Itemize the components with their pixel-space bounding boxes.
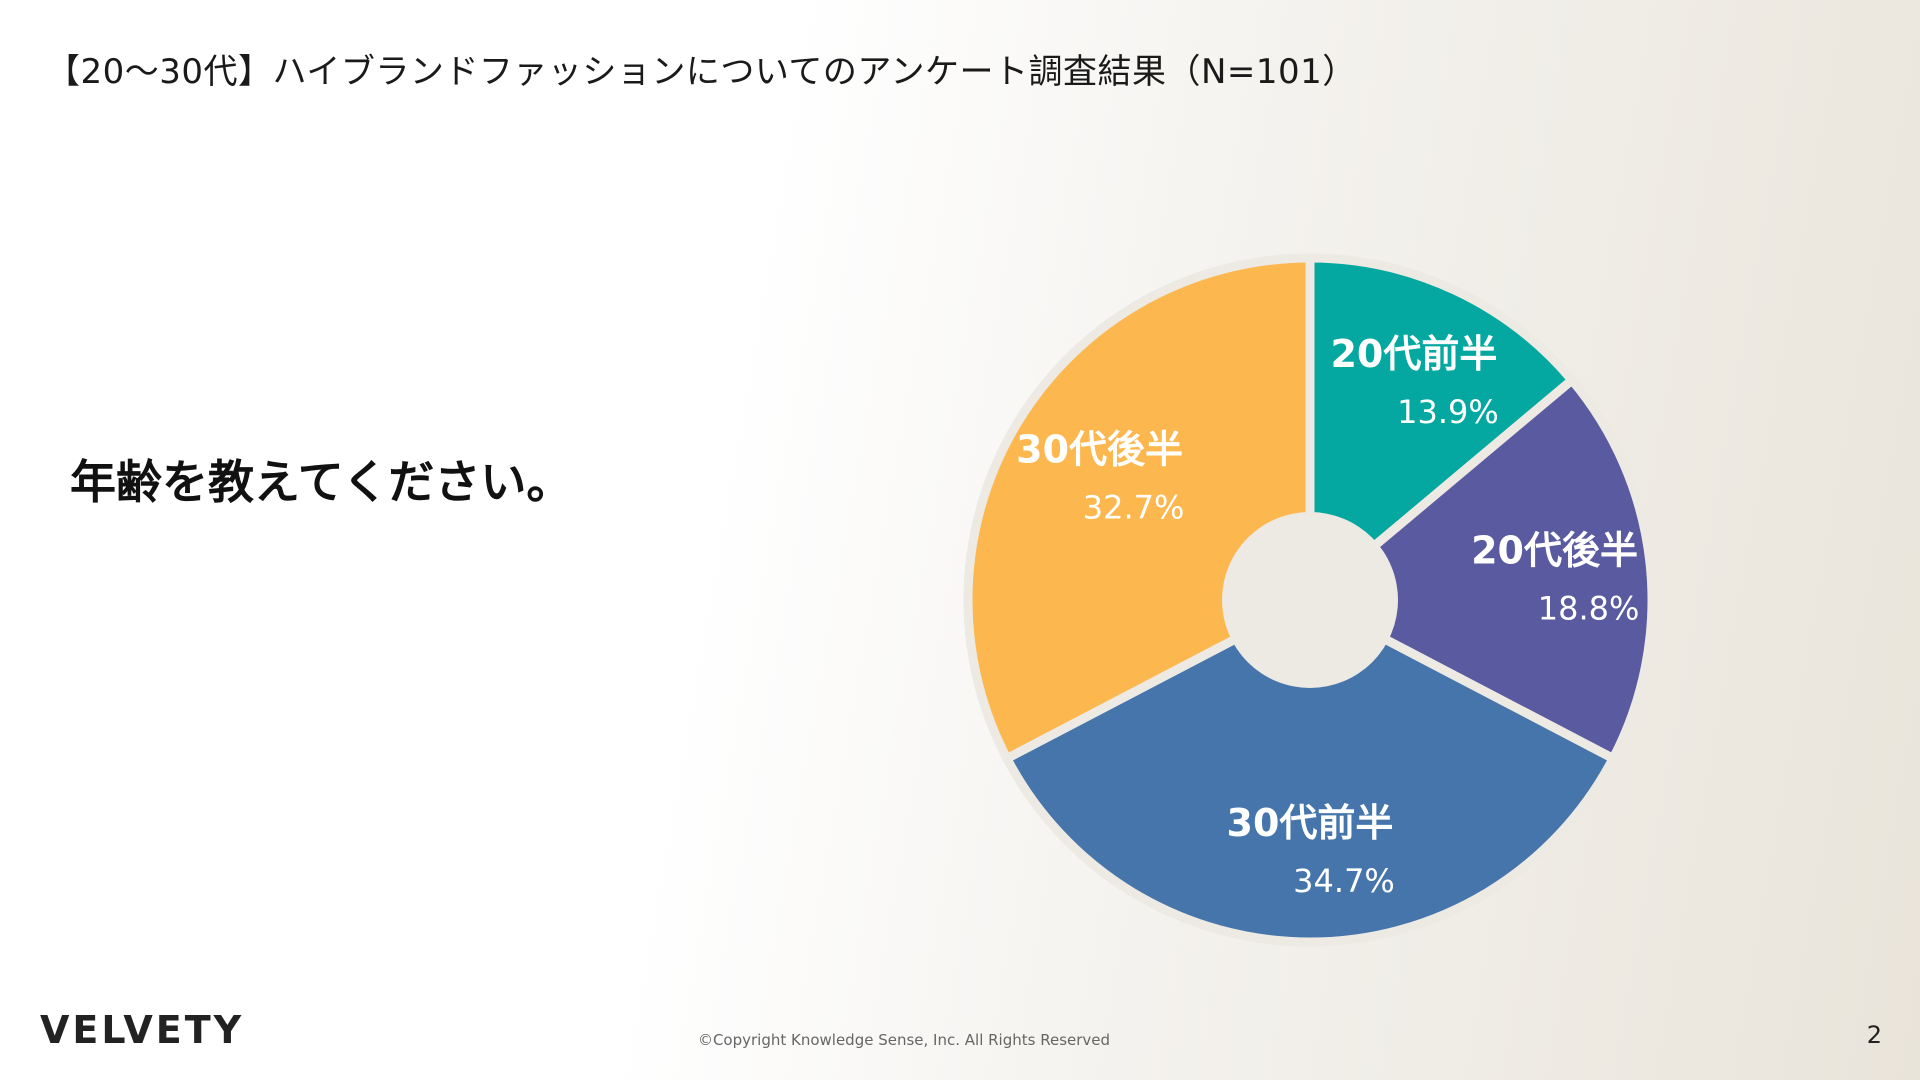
pie-chart-svg: 20代前半 13.9% 20代後半 18.8% 30代前半 34.7% 30代後半 32.7%	[963, 253, 1657, 947]
slice-value-2: 18.8%	[1538, 589, 1640, 627]
slice-label-1: 20代前半	[1330, 332, 1497, 376]
pie-slice-4	[963, 253, 1315, 765]
pie-slice-1	[1305, 253, 1579, 610]
slice-value-4: 32.7%	[1083, 489, 1185, 527]
page-number: 2	[1866, 1021, 1882, 1049]
pie-slice-2	[1301, 373, 1657, 765]
pie-center-hole	[1222, 512, 1398, 688]
copyright-text: ©Copyright Knowledge Sense, Inc. All Rig…	[697, 1031, 1111, 1049]
brand-logo: VELVETY	[40, 1008, 245, 1052]
slice-label-4: 30代後半	[1016, 428, 1183, 472]
slice-value-1: 13.9%	[1397, 393, 1499, 431]
slice-label-2: 20代後半	[1471, 528, 1638, 572]
slice-value-3: 34.7%	[1293, 862, 1395, 900]
age-pie-chart: 20代前半 13.9% 20代後半 18.8% 30代前半 34.7% 30代後半 32.7%	[950, 240, 1670, 960]
pie-slice-3	[1000, 594, 1620, 947]
slice-label-3: 30代前半	[1227, 801, 1394, 845]
page-title: 【20〜30代】ハイブランドファッションについてのアンケート調査結果（N=101…	[46, 52, 1357, 92]
question-text: 年齢を教えてください。	[70, 455, 573, 509]
